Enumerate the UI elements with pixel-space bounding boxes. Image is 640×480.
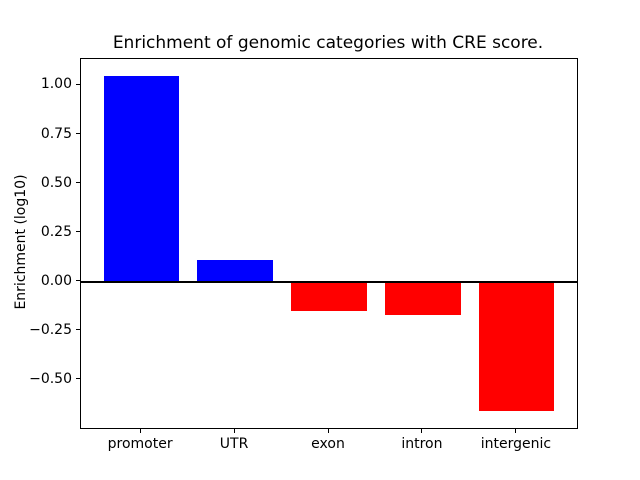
x-tick-mark bbox=[515, 429, 517, 433]
y-tick-label: 0.25 bbox=[40, 223, 72, 240]
y-tick-mark bbox=[76, 378, 80, 380]
plot-area bbox=[80, 58, 578, 429]
x-tick-label-intron: intron bbox=[401, 436, 443, 452]
x-tick-mark bbox=[327, 429, 329, 433]
bar-exon bbox=[291, 281, 367, 312]
bar-UTR bbox=[197, 260, 273, 282]
x-tick-label-exon: exon bbox=[311, 436, 345, 452]
x-tick-label-promoter: promoter bbox=[107, 436, 173, 452]
y-axis-label-text: Enrichment (log10) bbox=[13, 174, 29, 310]
bar-promoter bbox=[103, 75, 179, 282]
y-tick-label: −0.25 bbox=[29, 321, 72, 338]
x-tick-mark bbox=[421, 429, 423, 433]
y-tick-label: 0.50 bbox=[40, 174, 72, 191]
y-tick-label: −0.50 bbox=[29, 370, 72, 387]
y-tick-label: 0.00 bbox=[40, 272, 72, 289]
y-tick-label: 0.75 bbox=[40, 125, 72, 142]
y-tick-label: 1.00 bbox=[40, 76, 72, 93]
y-tick-mark bbox=[76, 280, 80, 282]
y-tick-mark bbox=[76, 182, 80, 184]
y-tick-mark bbox=[76, 83, 80, 85]
x-tick-label-intergenic: intergenic bbox=[480, 436, 552, 452]
bar-intron bbox=[385, 281, 461, 316]
bar-intergenic bbox=[479, 281, 555, 412]
x-tick-mark bbox=[233, 429, 235, 433]
y-tick-mark bbox=[76, 133, 80, 135]
y-tick-mark bbox=[76, 231, 80, 233]
chart-title: Enrichment of genomic categories with CR… bbox=[112, 33, 544, 53]
x-tick-mark bbox=[139, 429, 141, 433]
y-tick-mark bbox=[76, 329, 80, 331]
x-tick-label-UTR: UTR bbox=[219, 436, 249, 452]
zero-baseline bbox=[81, 280, 577, 283]
